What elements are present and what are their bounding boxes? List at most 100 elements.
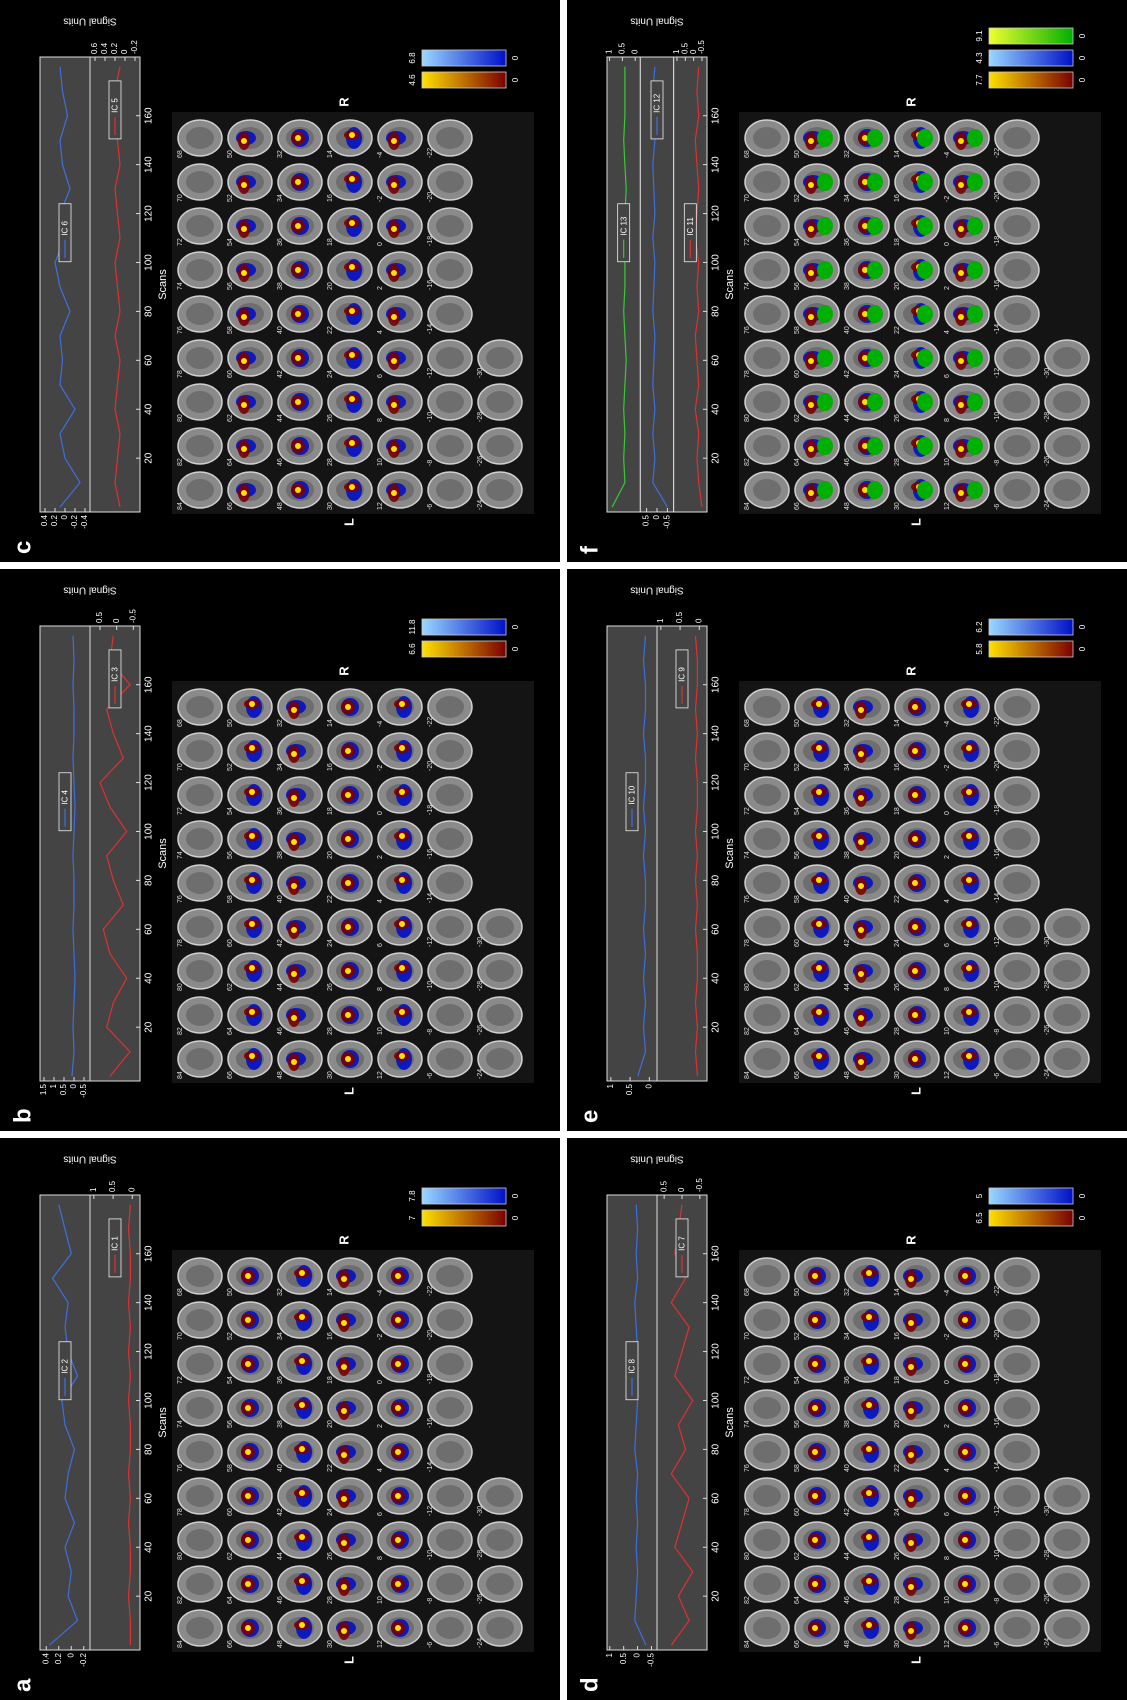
brain-interior [1053, 479, 1081, 501]
x-tick-label: 160 [144, 1245, 155, 1262]
slice-label: -28 [1044, 981, 1051, 991]
slice-label: 40 [844, 1464, 851, 1472]
left-label: L [908, 518, 923, 526]
activation-extra [917, 305, 933, 323]
slice-label: 2 [944, 855, 951, 859]
activation-hot-core [249, 1009, 255, 1015]
x-tick-label: 100 [144, 254, 155, 271]
slice-label: 64 [794, 1596, 801, 1604]
x-axis-label: Scans [157, 269, 169, 300]
slice-label: 68 [177, 1288, 184, 1296]
slice-label: 48 [844, 502, 851, 510]
brain-interior [753, 1441, 781, 1463]
slice-label: 78 [177, 939, 184, 947]
activation-hot-core [399, 789, 405, 795]
panel-label: e [576, 1110, 603, 1123]
brain-interior [1003, 479, 1031, 501]
x-tick-label: 100 [711, 823, 722, 840]
slice-label: 16 [327, 1332, 334, 1340]
slice-label: 14 [894, 150, 901, 158]
brain-interior [436, 1573, 464, 1595]
slice-label: 52 [794, 763, 801, 771]
slice-label: -4 [944, 152, 951, 158]
activation-hot-core [958, 314, 964, 320]
slice-label: -20 [427, 1330, 434, 1340]
y-tick-label: 0 [677, 1187, 686, 1192]
slice-label: 8 [377, 418, 384, 422]
x-tick-label: 80 [711, 1443, 722, 1455]
slice-label: -10 [427, 412, 434, 422]
left-label: L [341, 518, 356, 526]
y-tick-label: -0.2 [130, 40, 139, 54]
activation-hot-core [816, 1053, 822, 1059]
activation-hot-core [966, 1009, 972, 1015]
colorbar [422, 1210, 506, 1226]
brain-interior [1003, 391, 1031, 413]
brain-interior [1003, 828, 1031, 850]
slice-label: 8 [377, 987, 384, 991]
activation-hot-core [912, 748, 918, 754]
slice-label: -8 [427, 1029, 434, 1035]
slice-label: 84 [744, 502, 751, 510]
x-tick-label: 60 [711, 354, 722, 366]
brain-interior [436, 479, 464, 501]
colorbar [422, 1188, 506, 1204]
slice-label: 52 [794, 194, 801, 202]
slice-label: -24 [477, 500, 484, 510]
brain-interior [436, 916, 464, 938]
brain-interior [753, 1004, 781, 1026]
activation-hot-core [391, 490, 397, 496]
activation-hot-core [962, 1625, 968, 1631]
brain-interior [186, 127, 214, 149]
slice-label: 44 [277, 983, 284, 991]
brain-interior [436, 127, 464, 149]
brain-interior [753, 1353, 781, 1375]
legend-label: IC 3 [111, 667, 120, 682]
slice-label: -12 [427, 1506, 434, 1516]
brain-interior [753, 303, 781, 325]
brain-interior [186, 215, 214, 237]
slice-label: 20 [327, 1420, 334, 1428]
brain-interior [186, 960, 214, 982]
slice-label: 48 [277, 502, 284, 510]
activation-extra [867, 261, 883, 279]
y-tick-label: 0.4 [40, 514, 49, 526]
slice-label: -6 [427, 1642, 434, 1648]
brain-interior [753, 171, 781, 193]
slice-label: 46 [277, 1596, 284, 1604]
activation-hot-core [816, 965, 822, 971]
brain-interior [436, 1353, 464, 1375]
legend-label: IC 10 [628, 785, 637, 805]
slice-label: -26 [477, 1594, 484, 1604]
slice-label: 72 [744, 1376, 751, 1384]
brain-interior [1003, 303, 1031, 325]
x-tick-label: 80 [711, 874, 722, 886]
y-tick-label: 1 [606, 1083, 615, 1088]
strip-background [607, 1195, 657, 1650]
brain-interior [753, 916, 781, 938]
brain-interior [753, 259, 781, 281]
y-tick-label: 0 [69, 1083, 78, 1088]
slice-label: -4 [944, 1290, 951, 1296]
slice-label: -2 [377, 196, 384, 202]
y-tick-label: 1 [656, 618, 665, 623]
activation-hot-core [912, 836, 918, 842]
y-tick-label: 0.5 [95, 611, 104, 623]
activation-extra [917, 173, 933, 191]
slice-label: 76 [177, 1464, 184, 1472]
legend-label: IC 2 [61, 1359, 70, 1374]
slice-label: 54 [794, 238, 801, 246]
activation-hot-core [295, 443, 301, 449]
brain-interior [186, 1573, 214, 1595]
slice-label: 52 [227, 194, 234, 202]
activation-hot-core [299, 1534, 305, 1540]
slice-label: 24 [327, 370, 334, 378]
slice-label: -2 [944, 765, 951, 771]
brain-interior [1003, 127, 1031, 149]
x-tick-label: 160 [144, 107, 155, 124]
right-label: R [903, 1235, 918, 1245]
slice-label: 72 [177, 1376, 184, 1384]
slice-label: 48 [277, 1071, 284, 1079]
slice-label: 6 [944, 943, 951, 947]
brain-interior [436, 1441, 464, 1463]
